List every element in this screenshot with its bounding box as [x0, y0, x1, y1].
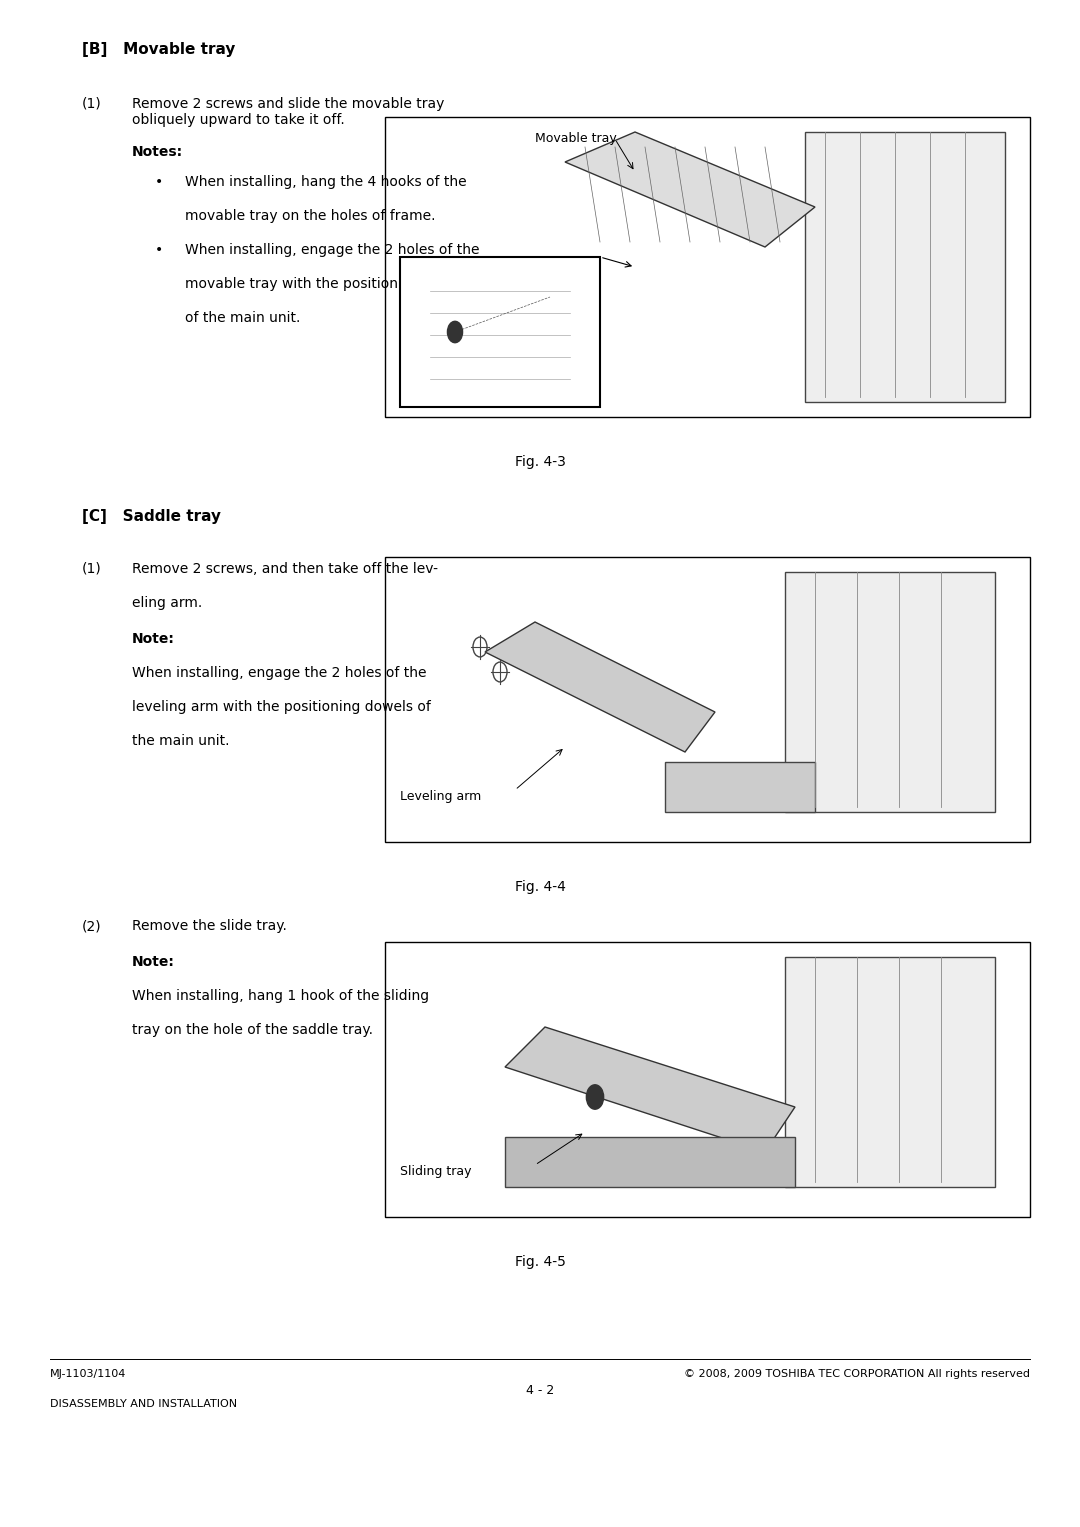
Text: leveling arm with the positioning dowels of: leveling arm with the positioning dowels…	[132, 699, 431, 715]
Text: DISASSEMBLY AND INSTALLATION: DISASSEMBLY AND INSTALLATION	[50, 1399, 238, 1409]
Text: When installing, hang the 4 hooks of the: When installing, hang the 4 hooks of the	[185, 176, 467, 189]
Circle shape	[586, 1084, 604, 1109]
Text: [B]   Movable tray: [B] Movable tray	[82, 43, 235, 56]
Text: When installing, engage the 2 holes of the: When installing, engage the 2 holes of t…	[132, 666, 427, 680]
Text: movable tray on the holes of frame.: movable tray on the holes of frame.	[185, 209, 435, 223]
Text: (2): (2)	[82, 919, 102, 933]
Polygon shape	[505, 1028, 795, 1151]
Text: Remove 2 screws and slide the movable tray
obliquely upward to take it off.: Remove 2 screws and slide the movable tr…	[132, 98, 444, 127]
Text: Movable tray: Movable tray	[535, 131, 617, 145]
Text: Leveling arm: Leveling arm	[400, 789, 482, 803]
Bar	[665, 762, 815, 812]
Text: Notes:: Notes:	[132, 145, 184, 159]
Text: •: •	[156, 243, 163, 257]
Text: eling arm.: eling arm.	[132, 596, 202, 609]
Text: When installing, hang 1 hook of the sliding: When installing, hang 1 hook of the slid…	[132, 989, 429, 1003]
Bar	[400, 257, 600, 408]
Polygon shape	[485, 621, 715, 751]
Text: tray on the hole of the saddle tray.: tray on the hole of the saddle tray.	[132, 1023, 373, 1037]
Text: Fig. 4-3: Fig. 4-3	[514, 455, 566, 469]
Bar	[384, 557, 1030, 841]
Bar	[384, 118, 1030, 417]
Bar	[805, 131, 1005, 402]
Text: •: •	[156, 176, 163, 189]
Text: the main unit.: the main unit.	[132, 734, 229, 748]
Circle shape	[447, 321, 462, 342]
Text: © 2008, 2009 TOSHIBA TEC CORPORATION All rights reserved: © 2008, 2009 TOSHIBA TEC CORPORATION All…	[684, 1370, 1030, 1379]
Text: (1): (1)	[82, 98, 102, 111]
Text: (1): (1)	[82, 562, 102, 576]
Text: [C]   Saddle tray: [C] Saddle tray	[82, 508, 221, 524]
Text: Remove the slide tray.: Remove the slide tray.	[132, 919, 287, 933]
Text: movable tray with the positioning dowels: movable tray with the positioning dowels	[185, 276, 472, 292]
Bar	[785, 957, 995, 1186]
Text: of the main unit.: of the main unit.	[185, 312, 300, 325]
Text: Remove 2 screws, and then take off the lev-: Remove 2 screws, and then take off the l…	[132, 562, 438, 576]
Text: When installing, engage the 2 holes of the: When installing, engage the 2 holes of t…	[185, 243, 480, 257]
Bar	[505, 1138, 795, 1186]
Text: 4 - 2: 4 - 2	[526, 1383, 554, 1397]
Text: MJ-1103/1104: MJ-1103/1104	[50, 1370, 126, 1379]
Bar	[785, 573, 995, 812]
Text: Fig. 4-5: Fig. 4-5	[514, 1255, 566, 1269]
Text: Note:: Note:	[132, 632, 175, 646]
Text: Note:: Note:	[132, 954, 175, 970]
Text: Sliding tray: Sliding tray	[400, 1165, 472, 1177]
Bar	[384, 942, 1030, 1217]
Text: Fig. 4-4: Fig. 4-4	[514, 880, 566, 893]
Polygon shape	[565, 131, 815, 247]
